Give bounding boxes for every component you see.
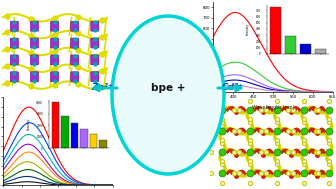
FancyBboxPatch shape [51,55,58,65]
FancyBboxPatch shape [10,55,18,65]
FancyBboxPatch shape [31,55,39,65]
FancyBboxPatch shape [91,72,99,82]
Text: Cd²⁺: Cd²⁺ [222,84,244,92]
FancyBboxPatch shape [10,21,18,31]
Text: bpe +: bpe + [151,83,185,93]
Ellipse shape [112,16,224,174]
FancyBboxPatch shape [51,21,58,31]
FancyBboxPatch shape [71,72,79,82]
FancyBboxPatch shape [71,55,79,65]
X-axis label: Wavelength (nm): Wavelength (nm) [252,105,294,110]
FancyBboxPatch shape [91,21,99,31]
FancyBboxPatch shape [91,38,99,48]
FancyBboxPatch shape [10,38,18,48]
FancyBboxPatch shape [91,55,99,65]
FancyBboxPatch shape [51,72,58,82]
FancyBboxPatch shape [51,38,58,48]
FancyBboxPatch shape [31,72,39,82]
FancyBboxPatch shape [71,21,79,31]
FancyBboxPatch shape [31,21,39,31]
Y-axis label: Intensity: Intensity [192,36,197,57]
FancyBboxPatch shape [10,72,18,82]
Text: Zn²⁺: Zn²⁺ [91,84,113,92]
FancyBboxPatch shape [31,38,39,48]
FancyBboxPatch shape [71,38,79,48]
